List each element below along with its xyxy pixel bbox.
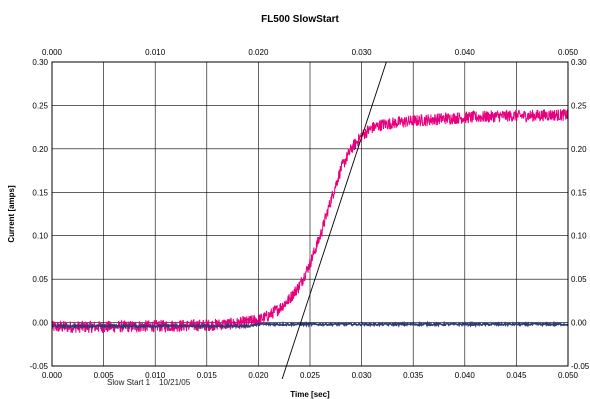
plot-series xyxy=(51,61,569,380)
chart-title: FL500 SlowStart xyxy=(261,14,339,25)
series-line-1 xyxy=(51,320,569,330)
left-y-tick-label: 0.25 xyxy=(32,101,48,110)
left-y-tick-label: 0.10 xyxy=(32,232,48,241)
right-y-tick-label: 0.20 xyxy=(571,145,587,154)
plot-area-frame xyxy=(51,61,569,367)
left-y-tick-label: -0.05 xyxy=(30,362,49,371)
left-y-tick-label: 0.30 xyxy=(32,58,48,67)
top-x-tick-label: 0.030 xyxy=(352,48,373,57)
right-y-tick-label: 0.15 xyxy=(571,188,587,197)
bottom-x-tick-label: 0.030 xyxy=(352,371,373,380)
tangent-line xyxy=(281,61,387,380)
top-x-tick-label: 0.020 xyxy=(248,48,269,57)
right-y-tick-label: 0.05 xyxy=(571,275,587,284)
bottom-x-tick-label: 0.000 xyxy=(42,371,63,380)
grid-lines xyxy=(51,61,569,367)
bottom-x-tick-label: 0.005 xyxy=(94,371,115,380)
top-x-tick-label: 0.050 xyxy=(558,48,579,57)
bottom-x-tick-label: 0.040 xyxy=(455,371,476,380)
footer-caption: Slow Start 1 10/21/05 xyxy=(107,378,191,387)
bottom-x-tick-label: 0.050 xyxy=(558,371,579,380)
left-y-tick-label: 0.05 xyxy=(32,275,48,284)
top-x-tick-label: 0.040 xyxy=(455,48,476,57)
left-y-tick-label: 0.15 xyxy=(32,188,48,197)
axis-ticks: 0.000 0.005 0.010 0.015 0.020 0.025 0.030 0.035… xyxy=(30,48,590,380)
x-axis-label: Time [sec] xyxy=(290,390,330,399)
top-x-tick-label: 0.010 xyxy=(145,48,166,57)
right-y-tick-label: 0.25 xyxy=(571,101,587,110)
right-y-tick-label: 0.00 xyxy=(571,319,587,328)
right-y-tick-label: -0.05 xyxy=(571,362,590,371)
y-axis-label: Current [amps] xyxy=(7,185,16,243)
right-y-tick-label: 0.30 xyxy=(571,58,587,67)
top-x-tick-label: 0.000 xyxy=(42,48,63,57)
left-y-tick-label: 0.20 xyxy=(32,145,48,154)
bottom-x-tick-label: 0.035 xyxy=(403,371,424,380)
bottom-x-tick-label: 0.025 xyxy=(300,371,321,380)
bottom-x-tick-label: 0.020 xyxy=(248,371,269,380)
bottom-x-tick-label: 0.010 xyxy=(145,371,166,380)
left-y-tick-label: 0.00 xyxy=(32,319,48,328)
right-y-tick-label: 0.10 xyxy=(571,232,587,241)
bottom-x-tick-label: 0.015 xyxy=(197,371,218,380)
bottom-x-tick-label: 0.045 xyxy=(506,371,527,380)
